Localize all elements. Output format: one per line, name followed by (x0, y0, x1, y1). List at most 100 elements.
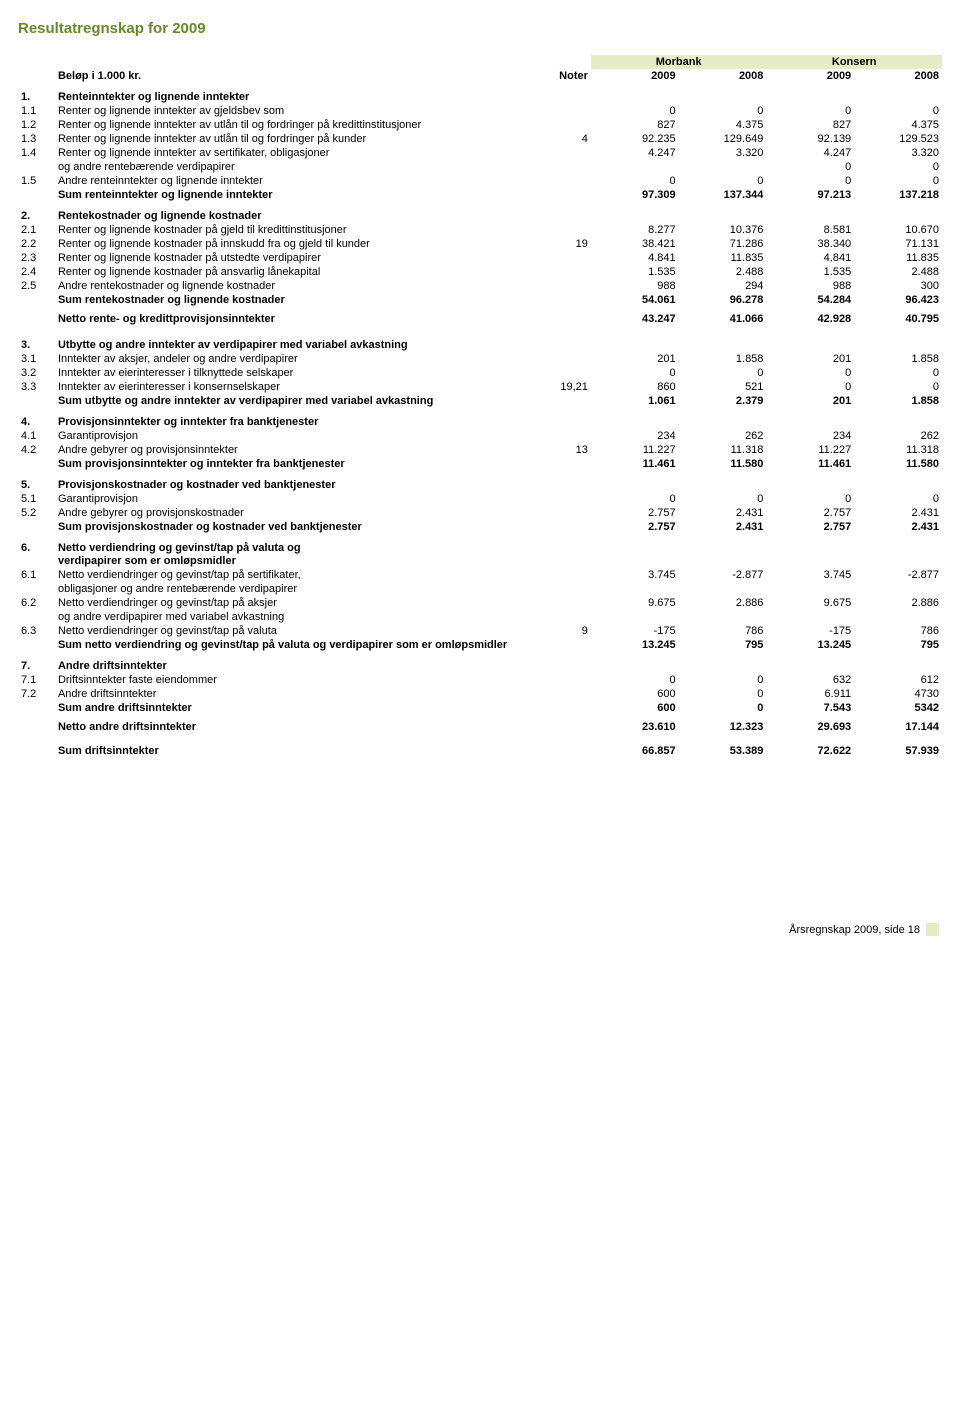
value-cell: 8.581 (766, 223, 854, 237)
value-cell: 632 (766, 673, 854, 687)
value-cell: 2.431 (854, 506, 942, 520)
value-cell: 612 (854, 673, 942, 687)
value-cell: 40.795 (854, 307, 942, 331)
value-cell: 3.745 (766, 568, 854, 582)
row-label: Renter og lignende kostnader på utstedte… (55, 251, 536, 265)
sum-label: Sum utbytte og andre inntekter av verdip… (55, 394, 536, 408)
unit-label: Beløp i 1.000 kr. (55, 69, 536, 83)
value-cell: 4.375 (854, 118, 942, 132)
value-cell: 0 (591, 174, 679, 188)
table-row: 6.1Netto verdiendringer og gevinst/tap p… (18, 568, 942, 582)
table-row: 3.2Inntekter av eierinteresser i tilknyt… (18, 366, 942, 380)
table-row: 4.2Andre gebyrer og provisjonsinntekter1… (18, 443, 942, 457)
row-noter (535, 506, 590, 520)
row-idx: 1.1 (18, 104, 55, 118)
row-idx: 7.1 (18, 673, 55, 687)
row-label: Garantiprovisjon (55, 492, 536, 506)
row-noter: 4 (535, 132, 590, 146)
value-cell: 57.939 (854, 739, 942, 763)
row-noter (535, 279, 590, 293)
value-cell: 234 (766, 429, 854, 443)
row-idx: 2.4 (18, 265, 55, 279)
value-cell: 0 (766, 380, 854, 394)
row-idx: 2.5 (18, 279, 55, 293)
sum-row: Sum netto verdiendring og gevinst/tap på… (18, 638, 942, 652)
value-cell: 17.144 (854, 715, 942, 739)
value-cell (766, 610, 854, 624)
table-row: 6.3Netto verdiendringer og gevinst/tap p… (18, 624, 942, 638)
value-cell: 1.535 (591, 265, 679, 279)
value-cell: 2.379 (679, 394, 767, 408)
value-cell: 54.284 (766, 293, 854, 307)
value-cell: 294 (679, 279, 767, 293)
value-cell: -2.877 (679, 568, 767, 582)
row-label: Renter og lignende kostnader på innskudd… (55, 237, 536, 251)
table-row: 3.3Inntekter av eierinteresser i konsern… (18, 380, 942, 394)
value-cell: 795 (854, 638, 942, 652)
net-row: Netto rente- og kredittprovisjonsinntekt… (18, 307, 942, 331)
footer-marker-icon (926, 923, 939, 936)
row-label: Andre driftsinntekter (55, 687, 536, 701)
net-label: Netto andre driftsinntekter (55, 715, 536, 739)
value-cell: 600 (591, 701, 679, 715)
value-cell: 4.841 (766, 251, 854, 265)
value-cell: 129.523 (854, 132, 942, 146)
net-row: Sum driftsinntekter66.85753.38972.62257.… (18, 739, 942, 763)
value-cell: 0 (854, 104, 942, 118)
section-idx: 6. (18, 534, 55, 555)
section-header: 3.Utbytte og andre inntekter av verdipap… (18, 331, 942, 352)
table-row: 5.2Andre gebyrer og provisjonskostnader2… (18, 506, 942, 520)
row-noter (535, 687, 590, 701)
value-cell: 0 (679, 687, 767, 701)
row-idx: 4.2 (18, 443, 55, 457)
row-noter (535, 146, 590, 160)
value-cell: 0 (766, 104, 854, 118)
value-cell: 3.320 (679, 146, 767, 160)
table-row: 7.1Driftsinntekter faste eiendommer00632… (18, 673, 942, 687)
net-label: Netto rente- og kredittprovisjonsinntekt… (55, 307, 536, 331)
group-konsern: Konsern (766, 55, 942, 69)
row-idx (18, 582, 55, 596)
value-cell: 97.213 (766, 188, 854, 202)
value-cell: 9.675 (591, 596, 679, 610)
section-idx: 1. (18, 83, 55, 104)
value-cell: 0 (591, 492, 679, 506)
value-cell: 129.649 (679, 132, 767, 146)
section-header: 2.Rentekostnader og lignende kostnader (18, 202, 942, 223)
value-cell: 786 (854, 624, 942, 638)
value-cell: 2.431 (854, 520, 942, 534)
table-row: 1.3Renter og lignende inntekter av utlån… (18, 132, 942, 146)
value-cell: 3.320 (854, 146, 942, 160)
value-cell: 137.344 (679, 188, 767, 202)
table-row: 1.5Andre renteinntekter og lignende innt… (18, 174, 942, 188)
value-cell: 2.431 (679, 520, 767, 534)
table-row: 1.4Renter og lignende inntekter av serti… (18, 146, 942, 160)
value-cell: 11.580 (854, 457, 942, 471)
row-idx: 2.1 (18, 223, 55, 237)
value-cell: 860 (591, 380, 679, 394)
value-cell: 38.421 (591, 237, 679, 251)
value-cell: 201 (766, 352, 854, 366)
sum-label: Sum netto verdiendring og gevinst/tap på… (55, 638, 536, 652)
value-cell: 4.247 (591, 146, 679, 160)
value-cell: 29.693 (766, 715, 854, 739)
value-cell: 11.461 (766, 457, 854, 471)
row-noter: 13 (535, 443, 590, 457)
value-cell: 988 (591, 279, 679, 293)
row-label: obligasjoner og andre rentebærende verdi… (55, 582, 536, 596)
value-cell: 71.131 (854, 237, 942, 251)
value-cell: 600 (591, 687, 679, 701)
value-cell: 4.247 (766, 146, 854, 160)
table-row: 3.1Inntekter av aksjer, andeler og andre… (18, 352, 942, 366)
table-row: 1.2Renter og lignende inntekter av utlån… (18, 118, 942, 132)
row-label: og andre rentebærende verdipapirer (55, 160, 536, 174)
row-noter (535, 610, 590, 624)
section-header: 4.Provisjonsinntekter og inntekter fra b… (18, 408, 942, 429)
value-cell: 0 (766, 174, 854, 188)
sum-label: Sum andre driftsinntekter (55, 701, 536, 715)
value-cell: 1.061 (591, 394, 679, 408)
value-cell: 0 (591, 673, 679, 687)
value-cell: 10.376 (679, 223, 767, 237)
value-cell: 0 (854, 492, 942, 506)
section-header: 5.Provisjonskostnader og kostnader ved b… (18, 471, 942, 492)
